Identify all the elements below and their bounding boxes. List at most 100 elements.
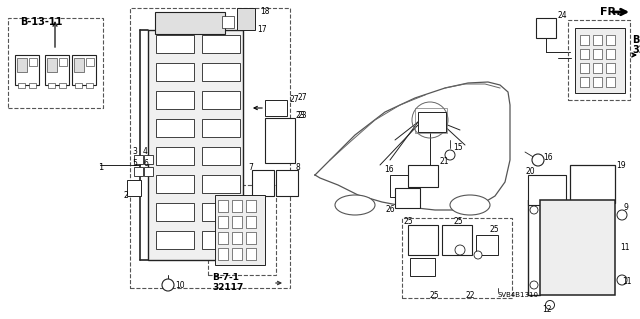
Bar [575, 28, 625, 93]
Ellipse shape [335, 195, 375, 215]
Bar [150, 88, 241, 112]
Bar [222, 16, 234, 28]
Bar [18, 83, 25, 88]
Bar [415, 108, 447, 133]
Text: 20: 20 [525, 167, 534, 176]
Bar [156, 147, 194, 165]
Bar [59, 83, 66, 88]
Text: 32117: 32117 [632, 45, 640, 55]
Bar [47, 58, 57, 72]
Text: 25: 25 [490, 226, 500, 234]
Bar [215, 195, 265, 265]
Ellipse shape [474, 251, 482, 259]
Bar [202, 63, 240, 81]
Bar [232, 248, 242, 260]
Text: 24: 24 [558, 11, 568, 19]
Bar [593, 77, 602, 87]
Bar [130, 8, 290, 288]
Text: 19: 19 [616, 160, 626, 169]
Bar [390, 175, 412, 197]
Bar [202, 147, 240, 165]
Text: 2: 2 [124, 191, 129, 201]
Bar [144, 155, 153, 164]
Bar [232, 200, 242, 212]
Text: 27: 27 [297, 93, 307, 102]
Text: 15: 15 [453, 144, 463, 152]
Bar [218, 248, 228, 260]
Bar [150, 144, 241, 168]
Bar [156, 119, 194, 137]
Text: 9: 9 [624, 204, 629, 212]
Bar [593, 63, 602, 73]
Ellipse shape [530, 206, 538, 214]
Text: 10: 10 [175, 281, 184, 291]
Bar [395, 188, 420, 208]
Text: 22: 22 [466, 291, 476, 300]
Bar [156, 91, 194, 109]
Bar [29, 83, 36, 88]
Bar [410, 258, 435, 276]
Bar [202, 35, 240, 53]
Bar [150, 228, 241, 252]
Bar [252, 170, 274, 196]
Bar [48, 83, 55, 88]
Bar [606, 49, 615, 59]
Text: 21: 21 [440, 158, 449, 167]
Text: 11: 11 [622, 278, 632, 286]
Bar [536, 18, 556, 38]
Bar [232, 232, 242, 244]
Text: FR.: FR. [600, 7, 621, 17]
Text: 16: 16 [384, 166, 394, 174]
Bar [265, 118, 295, 163]
Bar [580, 49, 589, 59]
Text: SVB4B1310: SVB4B1310 [498, 292, 539, 298]
Bar [202, 175, 240, 193]
Bar [276, 170, 298, 196]
Bar [156, 35, 194, 53]
Bar [606, 77, 615, 87]
Text: 6: 6 [143, 160, 148, 168]
Ellipse shape [617, 210, 627, 220]
Bar [156, 203, 194, 221]
Bar [202, 203, 240, 221]
Text: 1: 1 [98, 164, 103, 173]
Bar [156, 175, 194, 193]
Bar [218, 232, 228, 244]
Text: 25: 25 [454, 218, 463, 226]
Bar [202, 119, 240, 137]
Text: B-13-11: B-13-11 [20, 17, 62, 27]
Bar [74, 58, 84, 72]
Text: 8: 8 [295, 164, 300, 173]
Text: 16: 16 [543, 153, 552, 162]
Bar [86, 83, 93, 88]
Bar [606, 63, 615, 73]
Bar [156, 231, 194, 249]
Bar [134, 167, 143, 176]
Bar [476, 235, 498, 255]
Text: 18: 18 [260, 8, 269, 17]
Bar [127, 180, 141, 196]
Bar [8, 18, 103, 108]
Bar [156, 63, 194, 81]
Ellipse shape [455, 245, 465, 255]
Bar [593, 49, 602, 59]
Ellipse shape [545, 300, 554, 309]
Text: 11: 11 [620, 243, 630, 253]
Bar [218, 216, 228, 228]
Text: 32117: 32117 [212, 283, 243, 292]
Bar [148, 30, 243, 260]
Text: 25: 25 [404, 218, 413, 226]
Bar [246, 232, 256, 244]
Bar [29, 58, 37, 66]
Bar [72, 55, 96, 85]
Bar [86, 58, 94, 66]
Text: B-7-1: B-7-1 [212, 273, 239, 283]
Text: 5: 5 [132, 160, 137, 168]
Bar [208, 185, 276, 275]
Bar [580, 63, 589, 73]
Bar [202, 231, 240, 249]
Bar [568, 20, 630, 100]
Bar [45, 55, 69, 85]
Bar [528, 175, 566, 205]
Bar [134, 155, 143, 164]
